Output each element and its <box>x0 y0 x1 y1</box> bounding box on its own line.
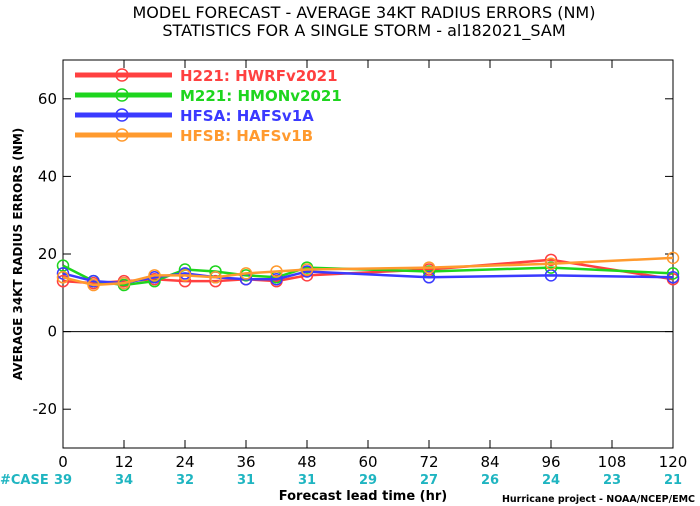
y-tick-label: 60 <box>38 90 57 108</box>
legend-label: H221: HWRFv2021 <box>180 67 338 85</box>
x-tick-label: 108 <box>598 453 627 471</box>
x-tick-label: 120 <box>659 453 688 471</box>
data-point <box>117 276 131 290</box>
legend-entry: HFSA: HAFSv1A <box>75 107 314 125</box>
legend-marker <box>115 68 129 82</box>
x-tick-label: 72 <box>419 453 438 471</box>
x-tick-label: 12 <box>114 453 133 471</box>
data-point <box>270 265 283 278</box>
data-point <box>56 274 70 288</box>
legend-marker <box>115 88 129 102</box>
data-point <box>544 253 558 267</box>
legend-entry: M221: HMONv2021 <box>75 87 342 105</box>
x-axis: 0 12 24 36 48 60 72 84 96 108 120 <box>58 60 687 471</box>
y-axis-label: AVERAGE 34KT RADIUS ERRORS (NM) <box>11 128 25 380</box>
x-tick-label: 48 <box>297 453 316 471</box>
x-axis-label: Forecast lead time (hr) <box>279 489 447 504</box>
case-count: 34 <box>115 473 133 488</box>
case-count: 23 <box>603 473 621 488</box>
case-count: 39 <box>54 473 72 488</box>
chart-subtitle: STATISTICS FOR A SINGLE STORM - al182021… <box>162 21 565 41</box>
y-axis: -20 0 20 40 60 <box>33 90 673 418</box>
y-tick-label: 0 <box>47 323 57 341</box>
legend-entry: HFSB: HAFSv1B <box>75 127 313 145</box>
case-count: 21 <box>664 473 682 488</box>
data-point <box>87 278 100 292</box>
data-point <box>666 267 680 280</box>
series-3 <box>56 251 680 292</box>
legend: H221: HWRFv2021 M221: HMONv2021 HFSA: HAFS… <box>75 67 342 145</box>
x-tick-label: 24 <box>175 453 194 471</box>
data-point <box>56 271 70 284</box>
data-point <box>544 261 558 274</box>
y-tick-label: -20 <box>33 400 58 418</box>
x-tick-label: 84 <box>480 453 499 471</box>
y-tick-label: 20 <box>38 245 57 263</box>
data-point <box>148 269 161 282</box>
case-count: 29 <box>359 473 377 488</box>
series-group <box>56 251 680 292</box>
y-tick-label: 40 <box>38 167 57 185</box>
legend-marker <box>115 128 129 142</box>
x-tick-label: 0 <box>58 453 68 471</box>
data-point <box>666 271 680 284</box>
data-point <box>209 271 222 284</box>
legend-label: HFSA: HAFSv1A <box>180 107 314 125</box>
data-point <box>544 257 558 270</box>
plot-frame <box>62 59 674 449</box>
data-point <box>270 272 283 286</box>
x-tick-label: 60 <box>358 453 377 471</box>
data-point <box>209 274 222 288</box>
data-point <box>87 274 100 288</box>
legend-label: M221: HMONv2021 <box>180 87 342 105</box>
data-point <box>178 269 192 282</box>
data-point <box>422 271 436 284</box>
credit-text: Hurricane project - NOAA/NCEP/EMC <box>502 494 695 505</box>
case-count: 31 <box>298 473 316 488</box>
legend-marker <box>115 108 129 122</box>
case-count: 32 <box>176 473 194 488</box>
case-count: 27 <box>420 473 438 488</box>
data-point <box>300 263 314 276</box>
data-point <box>56 267 70 280</box>
case-label: #CASE <box>0 473 49 488</box>
data-point <box>239 267 253 280</box>
case-count: 26 <box>481 473 499 488</box>
x-tick-label: 96 <box>541 453 560 471</box>
data-point <box>666 251 680 265</box>
data-point <box>422 261 436 274</box>
case-row: #CASE 39 34 32 31 31 29 27 26 24 23 21 <box>0 473 682 488</box>
case-count: 24 <box>542 473 560 488</box>
chart-title: MODEL FORECAST - AVERAGE 34KT RADIUS ERR… <box>133 3 596 22</box>
legend-entry: H221: HWRFv2021 <box>75 67 338 85</box>
legend-label: HFSB: HAFSv1B <box>180 127 313 145</box>
case-count: 31 <box>237 473 255 488</box>
x-tick-label: 36 <box>236 453 255 471</box>
